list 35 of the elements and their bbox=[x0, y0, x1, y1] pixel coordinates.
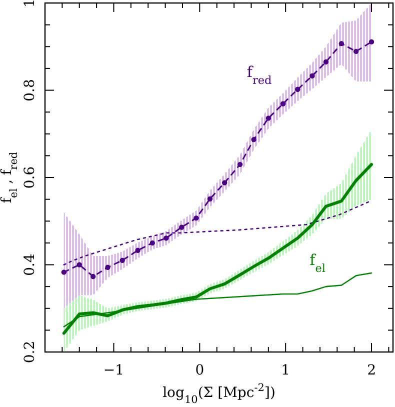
point bbox=[207, 196, 213, 202]
point bbox=[150, 240, 156, 246]
point bbox=[90, 274, 96, 280]
point bbox=[179, 224, 184, 230]
point bbox=[368, 39, 374, 44]
point bbox=[266, 116, 272, 121]
point bbox=[164, 236, 169, 241]
x-tick-label: 2 bbox=[367, 362, 376, 379]
point bbox=[353, 48, 359, 54]
point bbox=[310, 73, 315, 78]
point bbox=[135, 248, 140, 253]
y-tick-label: 0.8 bbox=[22, 79, 38, 102]
point bbox=[76, 262, 82, 268]
point bbox=[61, 270, 67, 275]
point bbox=[251, 136, 256, 142]
series-label: f$_{el}$ bbox=[310, 250, 326, 274]
x-tick-label: −1 bbox=[103, 362, 124, 379]
point bbox=[105, 264, 110, 270]
y-tick-label: 1 bbox=[22, 0, 38, 8]
point bbox=[120, 258, 125, 263]
point bbox=[222, 180, 228, 186]
x-tick-label: 0 bbox=[195, 362, 204, 379]
y-tick-label: 0.4 bbox=[22, 254, 38, 276]
y-tick-label: 0.2 bbox=[22, 340, 38, 364]
line-series bbox=[62, 162, 374, 335]
point bbox=[338, 40, 344, 46]
x-axis-title: log$_{10}$(Σ [Mpc$^{-2}$]) bbox=[162, 382, 276, 406]
point bbox=[323, 59, 329, 64]
y-tick-label: 0.6 bbox=[22, 166, 38, 189]
point bbox=[295, 86, 300, 92]
series-label: f$_{red}$ bbox=[246, 63, 272, 87]
point bbox=[237, 162, 243, 168]
x-tick-label: 1 bbox=[281, 362, 290, 379]
point bbox=[194, 215, 199, 221]
point bbox=[280, 101, 286, 106]
